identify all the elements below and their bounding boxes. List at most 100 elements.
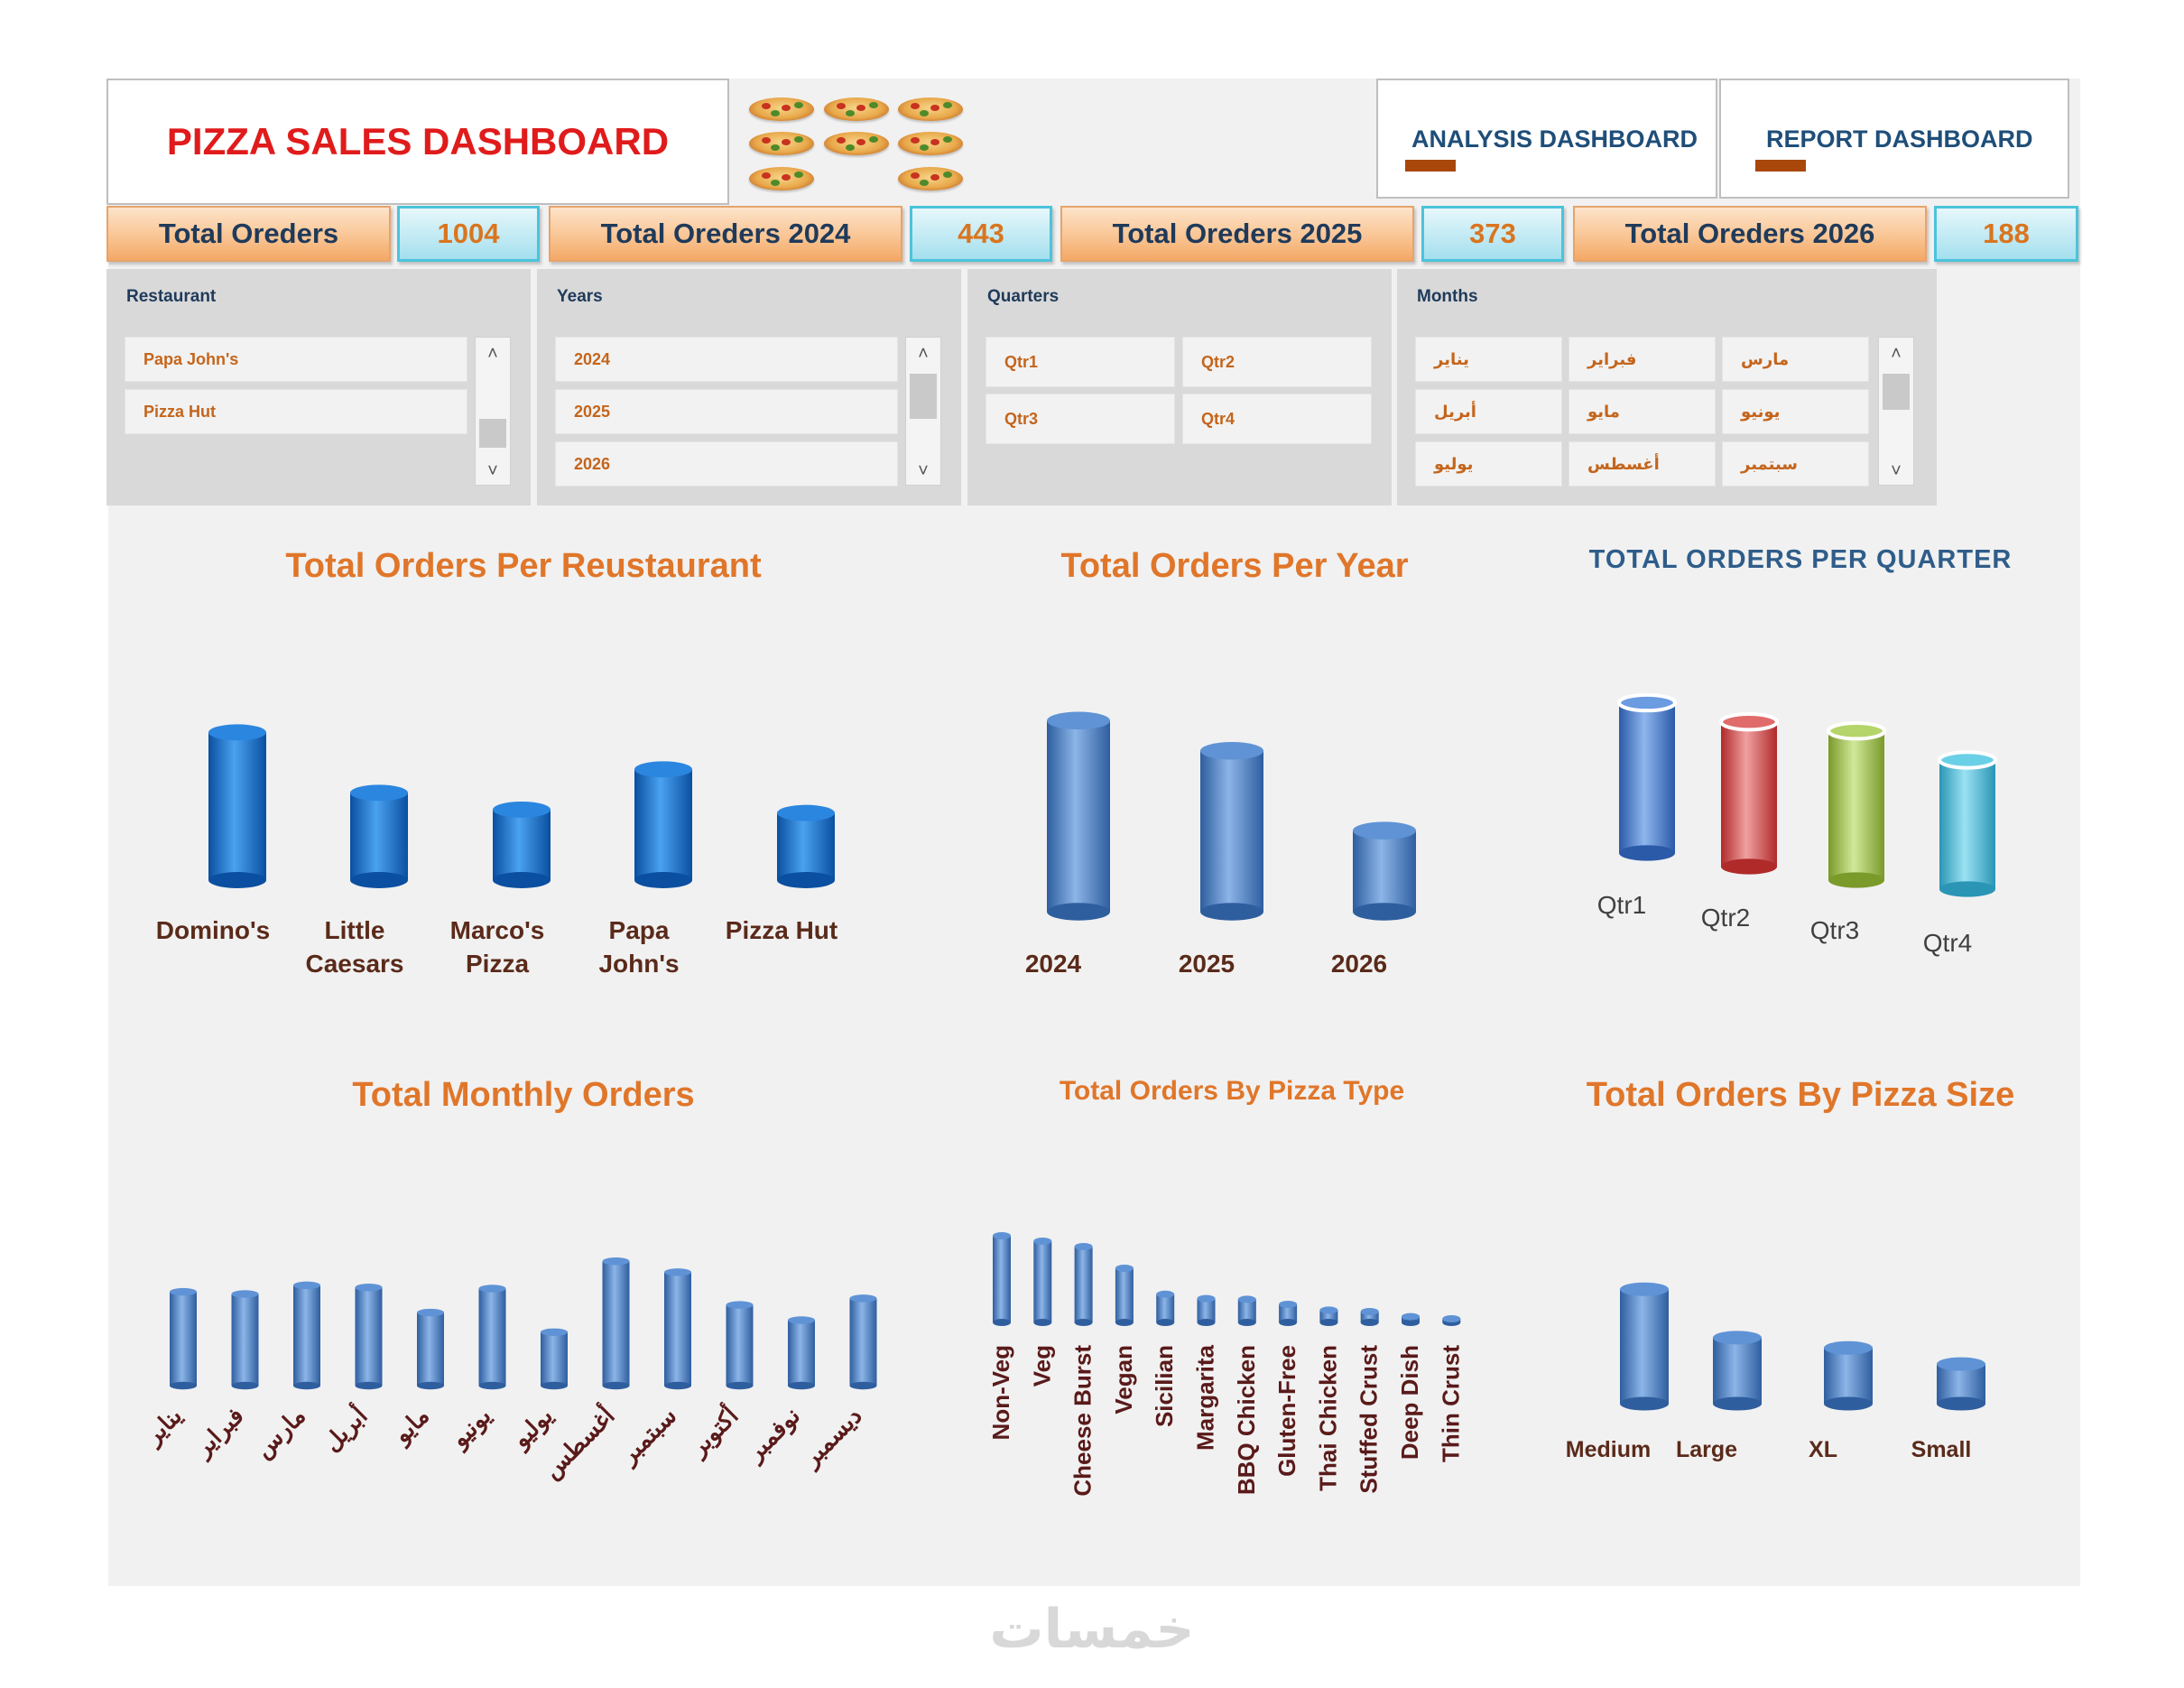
bar-11	[849, 1294, 877, 1390]
years-slicer: Years 2024 2025 2026 ˄ ˅	[537, 269, 961, 505]
bar-9	[1360, 1308, 1379, 1326]
scroll-up-icon[interactable]: ˄	[1891, 344, 1902, 364]
slicer-item-month[interactable]: مايو	[1569, 389, 1716, 434]
bar-8	[664, 1268, 691, 1390]
bar-1	[350, 784, 408, 888]
x-tick-label: Vegan	[1110, 1345, 1137, 1414]
slicer-item-month[interactable]: يناير	[1415, 337, 1562, 382]
x-tick-label: Cheese Burst	[1069, 1345, 1097, 1497]
nav-underline	[1755, 160, 1806, 172]
restaurant-slicer-header: Restaurant	[126, 287, 217, 306]
restaurant-slicer: Restaurant Papa John's Pizza Hut ˄ ˅	[106, 269, 531, 505]
kpi-2024-value: 443	[910, 206, 1052, 262]
scroll-down-icon[interactable]: ˅	[1891, 461, 1902, 481]
years-scrollbar[interactable]: ˄ ˅	[905, 337, 941, 486]
slicer-item-month[interactable]: مارس	[1722, 337, 1869, 382]
x-tick-label: 2024	[1025, 950, 1082, 978]
pizza-icon	[749, 97, 814, 121]
x-tick-label: Non-Veg	[987, 1345, 1014, 1440]
x-tick-label: أكتوبر	[681, 1400, 745, 1463]
slicer-item-qtr1[interactable]: Qtr1	[986, 337, 1175, 387]
slicer-item-2024[interactable]: 2024	[555, 337, 898, 382]
slicer-item-month[interactable]: سبتمبر	[1722, 441, 1869, 487]
chart-title-monthly: Total Monthly Orders	[352, 1076, 695, 1114]
slicer-item-qtr3[interactable]: Qtr3	[986, 394, 1175, 444]
scroll-down-icon[interactable]: ˅	[487, 461, 498, 481]
slicer-item-month[interactable]: يوليو	[1415, 441, 1562, 487]
bar-11	[1442, 1315, 1461, 1326]
scroll-down-icon[interactable]: ˅	[918, 461, 929, 481]
report-dashboard-button[interactable]: REPORT DASHBOARD	[1719, 79, 2069, 199]
slicer-item-2025[interactable]: 2025	[555, 389, 898, 434]
bar-2	[1824, 1340, 1873, 1411]
bar-0	[1620, 1282, 1669, 1411]
bar-10	[788, 1316, 815, 1390]
scroll-up-icon[interactable]: ˄	[487, 344, 498, 364]
pizza-icon	[898, 97, 963, 121]
scroll-thumb[interactable]	[479, 419, 506, 448]
x-tick-label: يوليو	[505, 1402, 559, 1455]
slicer-item-month[interactable]: أبريل	[1415, 389, 1562, 434]
x-tick-label: Deep Dish	[1396, 1345, 1423, 1460]
pizza-icon	[824, 97, 889, 121]
x-tick-label: أبريل	[316, 1400, 373, 1457]
slicer-item-month[interactable]: فبراير	[1569, 337, 1716, 382]
x-tick-label: ديسمبر	[796, 1402, 867, 1473]
bar-0	[208, 724, 266, 888]
report-dashboard-label: REPORT DASHBOARD	[1766, 125, 2033, 153]
bar-1	[1033, 1238, 1052, 1326]
x-tick-label: مارس	[249, 1402, 311, 1464]
nav-underline	[1405, 160, 1456, 172]
scroll-thumb[interactable]	[1883, 374, 1910, 410]
restaurant-scrollbar[interactable]: ˄ ˅	[475, 337, 511, 486]
x-tick-label: فبراير	[188, 1402, 249, 1463]
pizza-icon	[898, 167, 963, 190]
chart-title-type: Total Orders By Pizza Type	[1059, 1076, 1405, 1106]
chart-title-restaurant: Total Orders Per Reustaurant	[285, 547, 762, 585]
chart-title-year: Total Orders Per Year	[1060, 547, 1409, 585]
x-tick-label: يونيو	[444, 1402, 496, 1454]
bar-6	[1237, 1295, 1256, 1326]
kpi-2025-label: Total Oreders 2025	[1060, 206, 1414, 262]
slicer-item-month[interactable]: أغسطس	[1569, 441, 1716, 487]
slicer-item-qtr4[interactable]: Qtr4	[1182, 394, 1372, 444]
x-tick-label: Thai Chicken	[1314, 1345, 1341, 1491]
x-tick-label: Small	[1911, 1437, 1972, 1462]
x-tick-label: Little	[325, 916, 385, 944]
slicer-item-2026[interactable]: 2026	[555, 441, 898, 487]
chart-title-size: Total Orders By Pizza Size	[1586, 1076, 2015, 1114]
bar-2	[493, 801, 551, 888]
pizza-icon	[749, 132, 814, 155]
x-tick-label: BBQ Chicken	[1233, 1345, 1260, 1495]
bar-3	[634, 761, 692, 888]
bar-1	[231, 1290, 259, 1390]
slicer-item-papa-johns[interactable]: Papa John's	[125, 337, 467, 382]
kpi-2026-label: Total Oreders 2026	[1573, 206, 1927, 262]
slicer-item-month[interactable]: يونيو	[1722, 389, 1869, 434]
x-tick-label: Caesars	[306, 950, 404, 978]
bar-5	[478, 1285, 506, 1390]
x-tick-label: Stuffed Crust	[1356, 1345, 1383, 1494]
x-tick-label: 2026	[1331, 950, 1387, 978]
analysis-dashboard-button[interactable]: ANALYSIS DASHBOARD	[1376, 79, 1717, 199]
scroll-thumb[interactable]	[910, 374, 937, 419]
analysis-dashboard-label: ANALYSIS DASHBOARD	[1411, 125, 1698, 153]
x-tick-label: Qtr4	[1923, 929, 1972, 957]
x-tick-label: Qtr1	[1597, 891, 1646, 919]
x-tick-label: Pizza Hut	[726, 916, 838, 944]
x-tick-label: Qtr2	[1701, 904, 1750, 932]
slicer-item-pizza-hut[interactable]: Pizza Hut	[125, 389, 467, 434]
kpi-2025-value: 373	[1421, 206, 1564, 262]
bar-6	[541, 1328, 568, 1390]
bar-0	[993, 1232, 1011, 1326]
x-tick-label: Sicilian	[1151, 1345, 1178, 1427]
bar-1	[1713, 1331, 1762, 1411]
bar-0	[1617, 692, 1677, 861]
pizza-icon	[749, 167, 814, 190]
scroll-up-icon[interactable]: ˄	[918, 344, 929, 364]
months-scrollbar[interactable]: ˄ ˅	[1878, 337, 1914, 486]
slicer-item-qtr2[interactable]: Qtr2	[1182, 337, 1372, 387]
x-tick-label: Qtr3	[1810, 916, 1859, 944]
bar-7	[1279, 1301, 1298, 1326]
